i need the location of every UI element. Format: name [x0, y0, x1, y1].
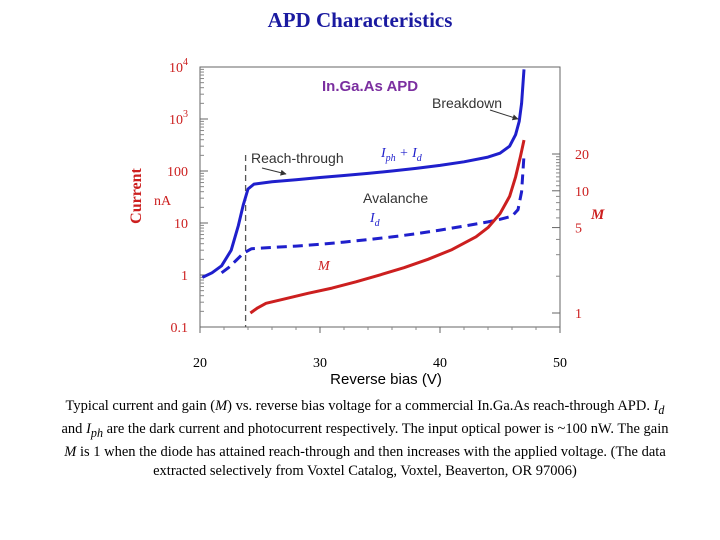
y2-tick-label: 5: [575, 222, 582, 237]
y-tick-label: 100: [167, 165, 188, 180]
figure-caption: Typical current and gain (M) vs. reverse…: [61, 398, 669, 479]
annotation-reach-through: Reach-through: [251, 150, 344, 166]
y2-tick-label: 1: [575, 307, 582, 322]
breakdown-arrow: [489, 109, 519, 121]
y2-tick-label: 10: [575, 185, 589, 200]
chart-title: APD Characteristics: [267, 8, 453, 32]
x-axis-label: Reverse bias (V): [330, 371, 442, 388]
x-tick-label: 30: [313, 356, 327, 371]
annotation-avalanche: Avalanche: [363, 190, 428, 206]
series-m-line: [249, 139, 526, 315]
y-tick-label: 1: [181, 269, 188, 284]
y-tick-label: 104: [169, 57, 188, 76]
device-label: In.Ga.As APD: [322, 78, 418, 95]
y-axis-unit: nA: [154, 194, 172, 209]
x-tick-label: 40: [433, 356, 447, 371]
annotation-m: M: [317, 259, 331, 274]
y-tick-label: 10: [174, 217, 188, 232]
plot-frame: [199, 66, 561, 328]
y-tick-label: 0.1: [171, 321, 189, 336]
annotation-iph-id: Iph + Id: [380, 146, 423, 164]
series-iph-id-line: [201, 69, 526, 279]
y2-tick-label: 20: [575, 148, 589, 163]
reach-through-arrow: [261, 167, 287, 176]
series-id-line: [220, 155, 526, 274]
annotation-id: Id: [369, 211, 381, 229]
apd-chart: 104 103 100 10 1 0.1 20 10 5 1 20 30 40 50 In.Ga.As…: [128, 57, 605, 388]
y-axis-label: Current: [128, 167, 145, 223]
y2-axis-label: M: [590, 207, 605, 223]
annotation-breakdown: Breakdown: [432, 95, 502, 111]
y-tick-label: 103: [169, 109, 188, 128]
x-tick-label: 50: [553, 356, 567, 371]
x-tick-label: 20: [193, 356, 207, 371]
